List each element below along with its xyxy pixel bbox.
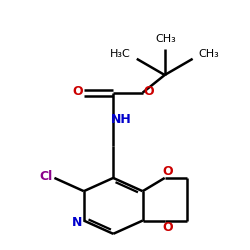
Text: CH₃: CH₃	[156, 34, 176, 44]
Text: O: O	[162, 165, 173, 178]
Text: CH₃: CH₃	[198, 50, 219, 59]
Text: O: O	[144, 85, 154, 98]
Text: O: O	[72, 85, 83, 98]
Text: Cl: Cl	[40, 170, 53, 183]
Text: N: N	[72, 216, 83, 228]
Text: NH: NH	[111, 112, 132, 126]
Text: H₃C: H₃C	[110, 50, 131, 59]
Text: O: O	[162, 220, 173, 234]
